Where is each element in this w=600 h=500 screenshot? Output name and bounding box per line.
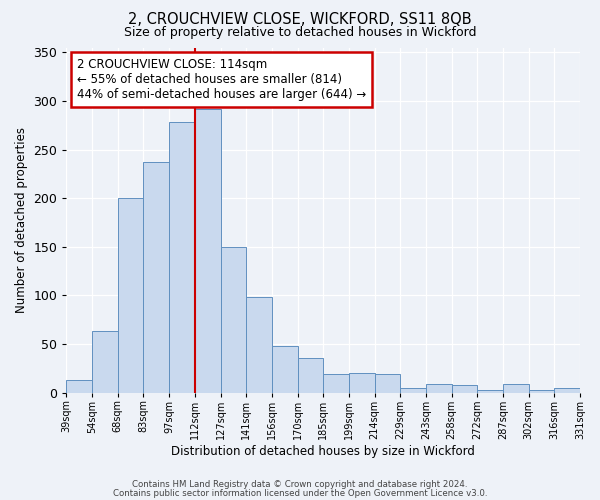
Bar xyxy=(554,388,580,392)
Bar xyxy=(529,390,554,392)
Bar xyxy=(298,358,323,392)
Bar xyxy=(195,108,221,393)
Bar xyxy=(143,162,169,392)
Text: Contains public sector information licensed under the Open Government Licence v3: Contains public sector information licen… xyxy=(113,488,487,498)
X-axis label: Distribution of detached houses by size in Wickford: Distribution of detached houses by size … xyxy=(171,444,475,458)
Bar xyxy=(169,122,195,392)
Bar xyxy=(118,198,143,392)
Bar xyxy=(477,390,503,392)
Text: 2, CROUCHVIEW CLOSE, WICKFORD, SS11 8QB: 2, CROUCHVIEW CLOSE, WICKFORD, SS11 8QB xyxy=(128,12,472,28)
Bar xyxy=(246,298,272,392)
Text: Size of property relative to detached houses in Wickford: Size of property relative to detached ho… xyxy=(124,26,476,39)
Text: Contains HM Land Registry data © Crown copyright and database right 2024.: Contains HM Land Registry data © Crown c… xyxy=(132,480,468,489)
Bar xyxy=(400,388,426,392)
Bar xyxy=(349,373,374,392)
Bar xyxy=(221,246,246,392)
Bar xyxy=(503,384,529,392)
Text: 2 CROUCHVIEW CLOSE: 114sqm
← 55% of detached houses are smaller (814)
44% of sem: 2 CROUCHVIEW CLOSE: 114sqm ← 55% of deta… xyxy=(77,58,366,101)
Bar xyxy=(374,374,400,392)
Bar xyxy=(452,384,477,392)
Bar xyxy=(92,332,118,392)
Y-axis label: Number of detached properties: Number of detached properties xyxy=(15,127,28,313)
Bar xyxy=(272,346,298,393)
Bar xyxy=(67,380,92,392)
Bar xyxy=(426,384,452,392)
Bar xyxy=(323,374,349,392)
